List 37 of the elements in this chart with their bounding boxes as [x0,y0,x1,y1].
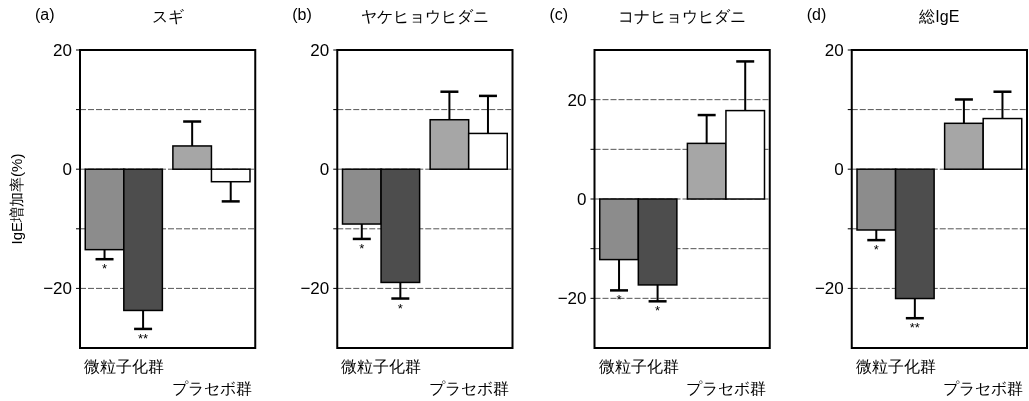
y-tick-label: 20 [824,41,844,60]
x-tick-label: 微粒子化群 [598,358,679,375]
x-tick-label: 微粒子化群 [84,358,164,375]
x-tick-label: 微粒子化群 [341,358,422,375]
y-tick-label: 0 [834,160,844,180]
data-label: * [616,292,622,308]
text: (c) [549,6,569,23]
x-tick-label: プラセボ群 [171,380,252,397]
x-tick-label: 微粒子化群 [855,358,936,375]
y-tick-label: −20 [557,289,587,309]
y-tick-label: 20 [53,41,72,60]
text: (b) [292,6,312,23]
chart-title: 総IgE [918,8,960,25]
data-label: * [102,261,108,277]
y-tick-label: 0 [62,160,72,180]
x-tick-label: プラセボ群 [686,380,767,397]
data-label: * [873,242,879,258]
text: (a) [35,6,55,23]
chart-title: ヤケヒョウヒダニ [360,8,489,25]
y-tick-label: −20 [300,279,330,299]
y-tick-label: 0 [577,190,587,209]
x-tick-label: プラセボ群 [428,380,509,397]
y-tick-label: 20 [310,41,330,60]
y-tick-label: −20 [43,279,72,299]
data-label: ** [138,330,149,346]
chart-title: コナヒョウヒダニ [618,8,747,25]
y-tick-label: −20 [814,279,844,299]
y-axis-title: IgE増加率(%) [8,153,25,245]
data-label: * [359,240,365,256]
text: (d) [806,6,827,23]
data-label: * [655,303,661,319]
y-tick-label: 20 [567,90,587,110]
data-label: ** [909,320,920,336]
data-label: * [397,300,403,316]
chart-title: スギ [151,8,184,25]
x-tick-label: プラセボ群 [943,380,1024,397]
y-tick-label: 0 [319,160,330,180]
